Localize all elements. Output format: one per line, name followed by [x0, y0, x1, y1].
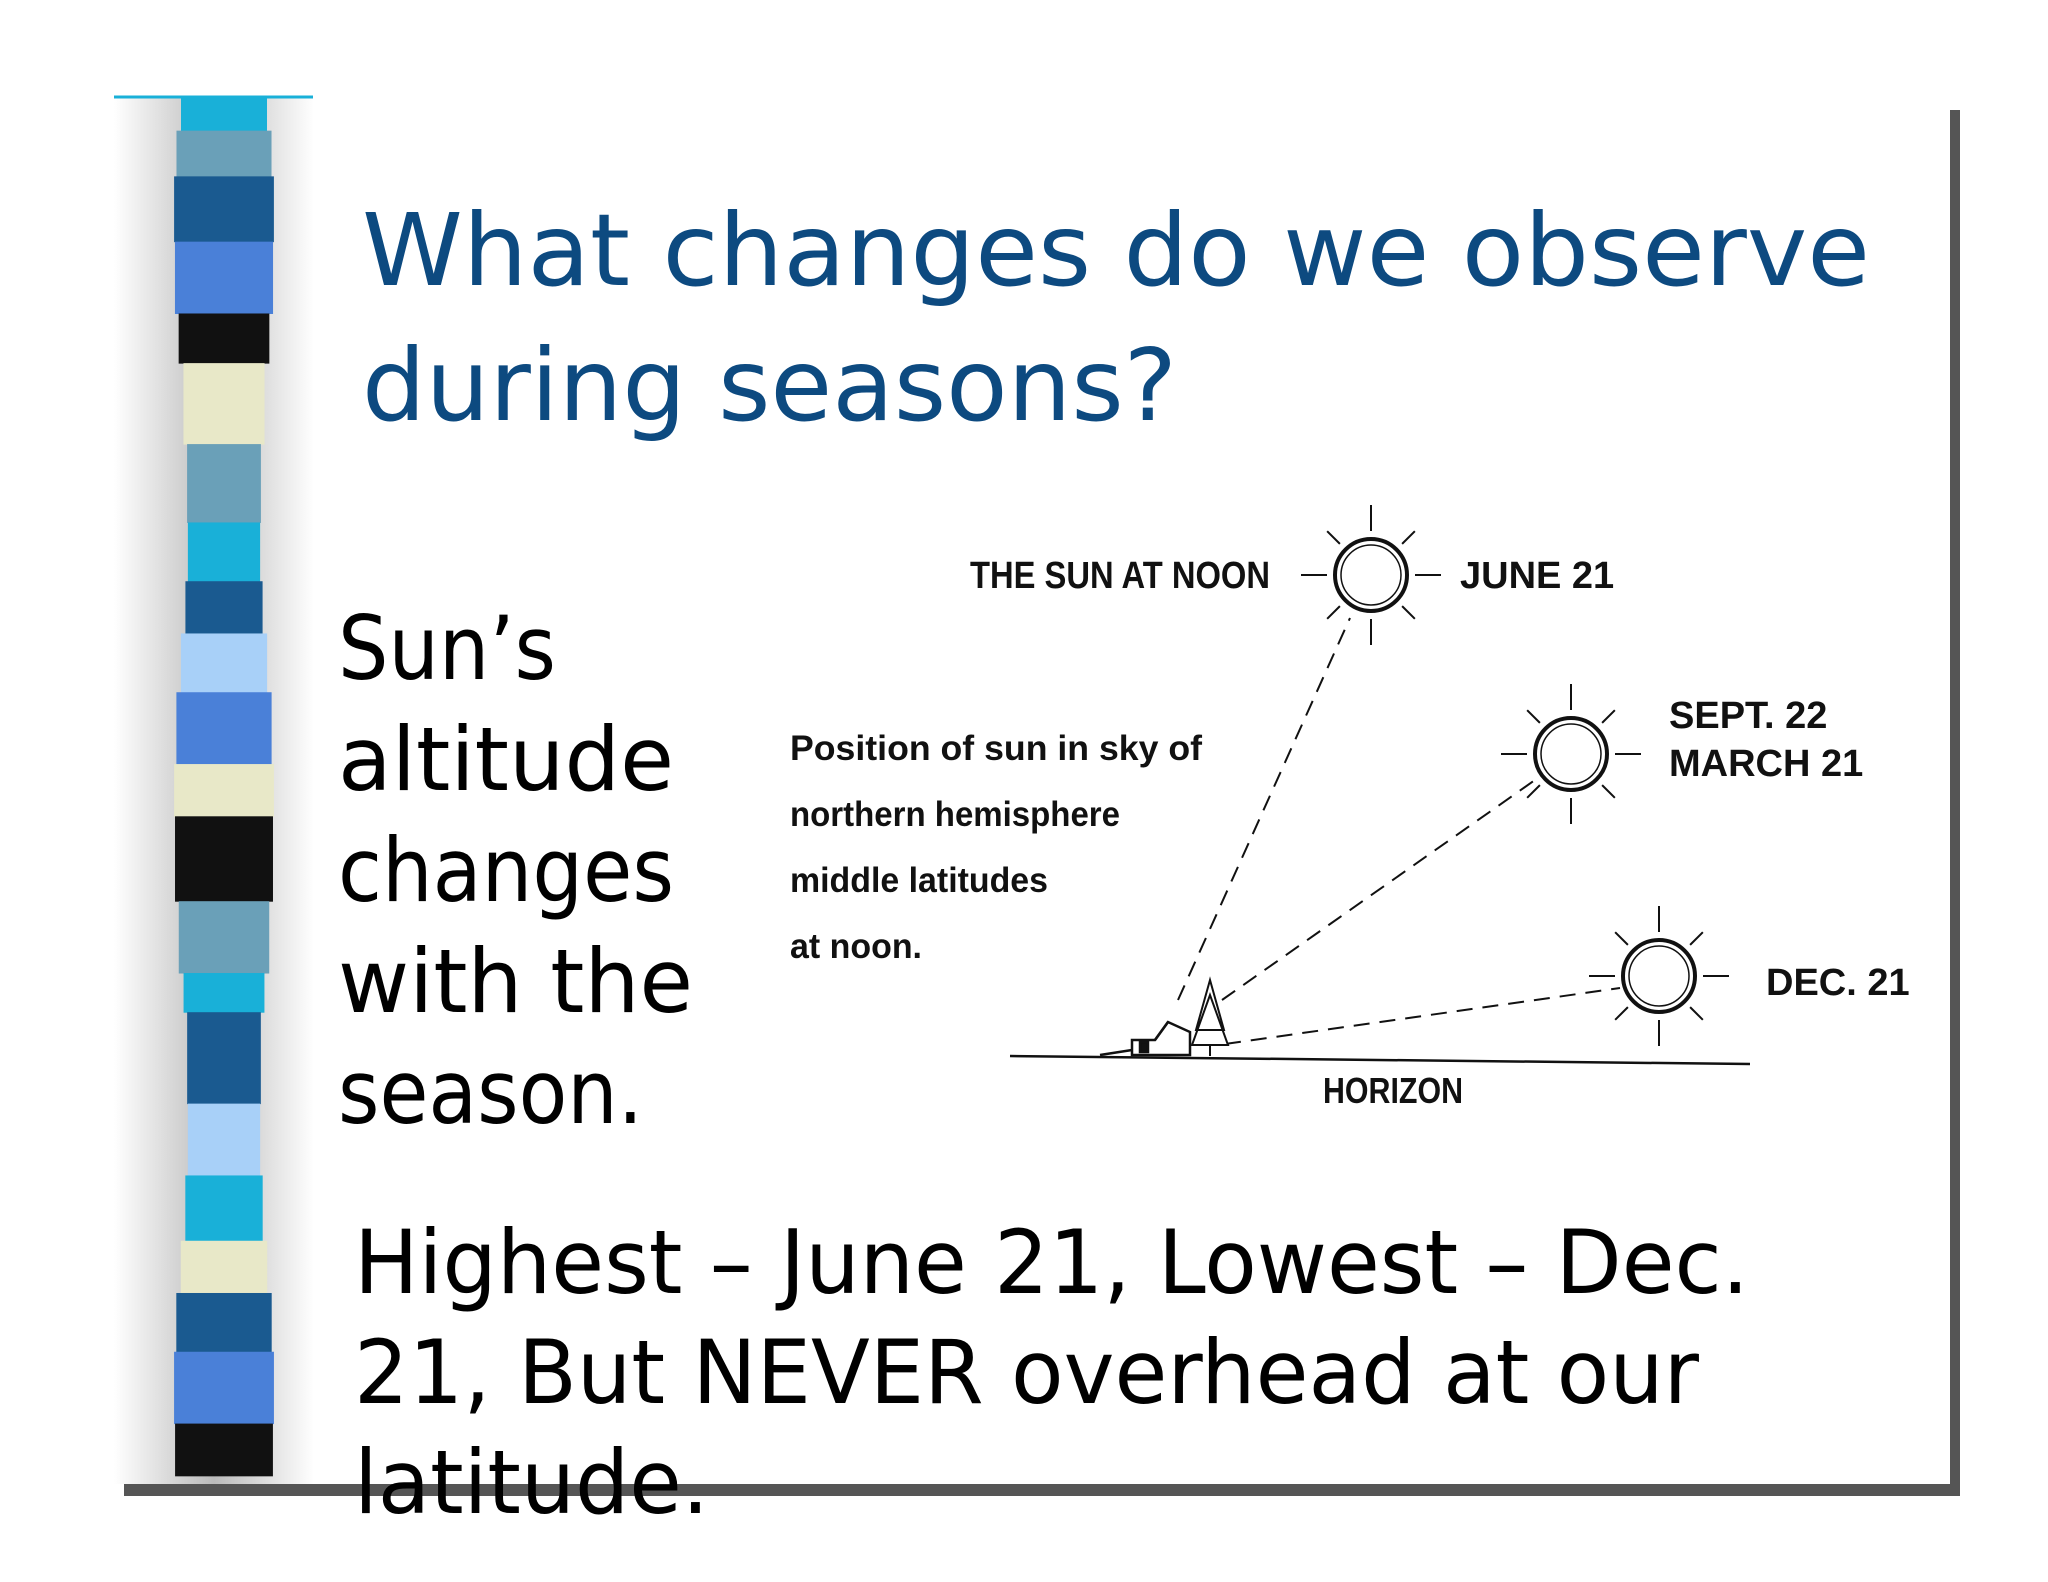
tree — [1190, 976, 1230, 1056]
footer-line: Highest – June 21, Lowest – Dec. — [354, 1211, 1749, 1314]
footer-line: 21, But NEVER overhead at our — [354, 1321, 1700, 1424]
stripe — [176, 1292, 272, 1353]
body-line: altitude — [338, 708, 674, 811]
sun-disc — [1333, 537, 1409, 613]
sun-ray — [1614, 1006, 1629, 1021]
stripe — [180, 1240, 268, 1294]
diagram — [1009, 505, 1751, 1066]
body-line: changes — [338, 819, 674, 922]
slide-title-line: during seasons? — [362, 327, 1177, 444]
sun-disc — [1621, 938, 1697, 1014]
stripe — [174, 1351, 274, 1425]
sun — [1301, 505, 1441, 645]
sun-ray — [1326, 530, 1341, 545]
sun-ray — [1326, 605, 1341, 620]
stripe — [180, 633, 268, 693]
sun — [1501, 684, 1641, 824]
diagram-caption: Position of sun in sky of — [790, 729, 1202, 768]
stripe — [185, 581, 263, 634]
sun-ray — [1601, 784, 1616, 799]
sun-disc — [1533, 716, 1609, 792]
sun-ray — [1401, 605, 1416, 620]
stripe — [178, 313, 270, 364]
body-line: season. — [338, 1041, 643, 1144]
house — [1099, 1020, 1192, 1057]
horizon-label: HORIZON — [1323, 1070, 1463, 1111]
stripe — [187, 1012, 261, 1105]
stripe — [175, 816, 273, 902]
diagram-caption: northern hemisphere — [790, 795, 1120, 834]
slide-page — [114, 98, 1950, 1484]
stripe — [183, 973, 265, 1013]
sun-ring — [1540, 723, 1602, 785]
sun-ray — [1689, 1006, 1704, 1021]
stripe — [174, 764, 274, 817]
stripe-bar — [174, 98, 274, 1477]
sun-label: SEPT. 22 — [1669, 695, 1827, 737]
sun-ring — [1340, 544, 1402, 606]
stripe — [178, 901, 270, 974]
sun-ring — [1628, 945, 1690, 1007]
sun-ray — [1526, 784, 1541, 799]
diagram-caption: middle latitudes — [790, 861, 1048, 900]
sun-ray — [1614, 931, 1629, 946]
horizon-line — [1009, 1054, 1751, 1066]
stripe — [176, 692, 272, 765]
stripe — [174, 176, 274, 243]
sun-ray — [1601, 709, 1616, 724]
diagram-caption: at noon. — [790, 927, 922, 966]
stripe — [185, 1175, 263, 1242]
sun-label: MARCH 21 — [1669, 743, 1863, 785]
sun-ray — [1689, 931, 1704, 946]
stripe — [187, 444, 261, 523]
slide-title-line: What changes do we observe — [362, 192, 1870, 309]
stripe — [176, 130, 272, 177]
sun — [1589, 906, 1729, 1046]
stripe — [175, 1423, 273, 1477]
sun-label: JUNE 21 — [1460, 555, 1614, 597]
body-line: Sun’s — [338, 597, 556, 700]
diagram-heading: THE SUN AT NOON — [970, 555, 1270, 597]
stripe — [181, 98, 267, 132]
footer-line: latitude. — [354, 1431, 709, 1534]
sun-ray — [1401, 530, 1416, 545]
stripe — [187, 522, 261, 582]
stripe — [183, 363, 265, 445]
stripe — [187, 1103, 261, 1176]
body-line: with the — [338, 930, 693, 1033]
stripe — [174, 241, 274, 314]
sun-ray — [1526, 709, 1541, 724]
sun-rays — [1177, 617, 1621, 1045]
sun-label: DEC. 21 — [1766, 962, 1910, 1004]
